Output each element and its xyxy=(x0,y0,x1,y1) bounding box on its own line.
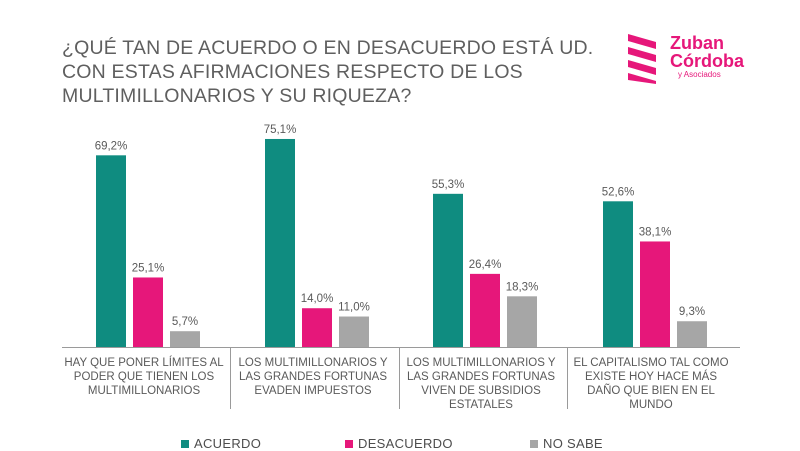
logo-line-3: y Asociados xyxy=(678,70,721,79)
legend-item-acuerdo: ACUERDO xyxy=(181,436,261,451)
legend-swatch-desacuerdo xyxy=(345,439,353,448)
bar-no-sabe-4 xyxy=(677,321,707,347)
bar-desacuerdo-4 xyxy=(640,241,670,347)
bar-no-sabe-1 xyxy=(170,331,200,347)
legend-swatch-no-sabe xyxy=(530,439,538,448)
legend-swatch-acuerdo xyxy=(181,439,189,448)
legend-label-no-sabe: NO SABE xyxy=(543,436,603,451)
category-label-4: EL CAPITALISMO TAL COMO EXISTE HOY HACE M… xyxy=(573,357,728,411)
bar-no-sabe-2 xyxy=(339,316,369,347)
chart-legend: ACUERDO DESACUERDO NO SABE xyxy=(0,436,800,451)
category-label-2: LOS MULTIMILLONARIOS Y LAS GRANDES FORTUN… xyxy=(238,357,387,397)
bar-acuerdo-3 xyxy=(433,193,463,347)
data-label-no-sabe-4: 9,3% xyxy=(679,306,705,318)
data-label-no-sabe-2: 11,0% xyxy=(338,302,370,314)
data-label-acuerdo-4: 52,6% xyxy=(602,186,635,198)
bar-acuerdo-4 xyxy=(603,201,633,347)
logo-line-1: Zuban xyxy=(670,33,724,53)
data-label-acuerdo-1: 69,2% xyxy=(95,140,128,152)
legend-item-desacuerdo: DESACUERDO xyxy=(345,436,453,451)
legend-label-desacuerdo: DESACUERDO xyxy=(358,436,453,451)
category-label-1: HAY QUE PONER LÍMITES AL PODER QUE TIENEN… xyxy=(64,356,224,397)
chart-title: ¿QUÉ TAN DE ACUERDO O EN DESACUERDO ESTÁ… xyxy=(62,37,594,107)
data-label-desacuerdo-1: 25,1% xyxy=(132,262,165,274)
bar-desacuerdo-1 xyxy=(133,277,163,347)
data-label-acuerdo-2: 75,1% xyxy=(264,124,297,136)
logo-mark-icon xyxy=(628,34,656,84)
legend-label-acuerdo: ACUERDO xyxy=(194,436,262,451)
logo-line-2: Córdoba xyxy=(670,51,744,71)
data-label-no-sabe-3: 18,3% xyxy=(506,281,539,293)
data-label-desacuerdo-2: 14,0% xyxy=(301,293,334,305)
data-label-desacuerdo-4: 38,1% xyxy=(639,226,672,238)
bar-desacuerdo-2 xyxy=(302,308,332,347)
bar-chart: 69,2% 75,1% 55,3% 52,6% 25,1% 14,0% 26,4% 38,1%… xyxy=(62,124,740,411)
brand-logo: Zuban Córdoba y Asociados xyxy=(622,26,772,86)
data-label-desacuerdo-3: 26,4% xyxy=(469,259,502,271)
bar-acuerdo-1 xyxy=(96,155,126,347)
bar-no-sabe-3 xyxy=(507,296,537,347)
category-label-3: LOS MULTIMILLONARIOS Y LAS GRANDES FORTUN… xyxy=(406,357,555,411)
legend-item-no-sabe: NO SABE xyxy=(530,436,603,451)
data-label-no-sabe-1: 5,7% xyxy=(172,316,198,328)
bar-acuerdo-2 xyxy=(265,138,295,347)
bar-desacuerdo-3 xyxy=(470,273,500,347)
data-label-acuerdo-3: 55,3% xyxy=(432,179,465,191)
